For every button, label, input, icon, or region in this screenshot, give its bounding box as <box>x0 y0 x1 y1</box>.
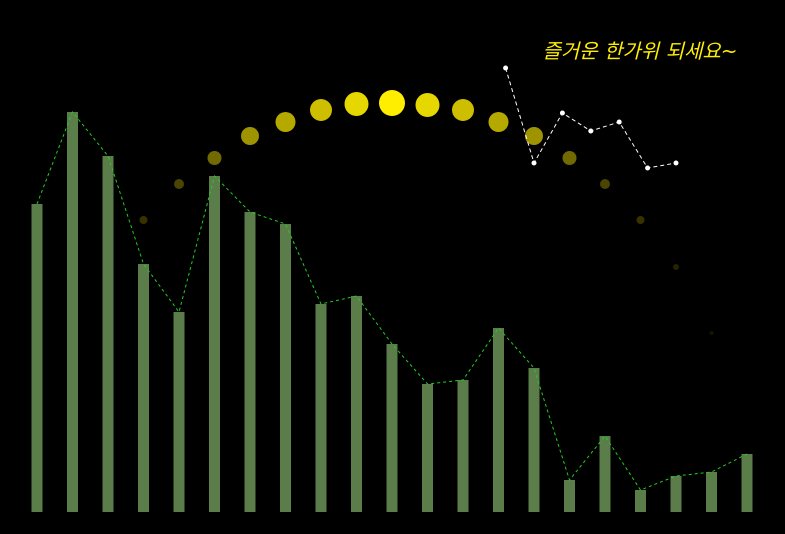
bar <box>635 490 646 512</box>
moon-dot <box>275 112 296 132</box>
moon-dot <box>344 92 369 116</box>
bar <box>351 296 362 512</box>
bar <box>67 112 78 512</box>
line-point <box>645 165 651 171</box>
moon-dot <box>241 127 259 145</box>
bar <box>741 454 753 512</box>
bar <box>280 224 291 512</box>
bar <box>457 380 469 512</box>
bar-top-line <box>36 111 748 491</box>
line-point <box>531 160 537 166</box>
line-point <box>588 128 594 134</box>
moon-dot <box>600 179 610 189</box>
bar <box>138 264 149 512</box>
bar <box>564 480 575 512</box>
bar <box>493 328 504 512</box>
moon-dot <box>525 127 543 145</box>
moon-dot <box>636 216 645 224</box>
bar <box>422 384 433 512</box>
bar <box>706 472 717 512</box>
bar <box>173 312 185 512</box>
bar <box>386 344 398 512</box>
bar <box>528 368 540 512</box>
moon-dot <box>139 216 148 224</box>
moon-dot <box>379 90 405 116</box>
line-point <box>559 110 565 116</box>
line-point <box>673 160 679 166</box>
moon-dot <box>673 264 679 270</box>
bar <box>102 156 114 512</box>
moon-dot <box>452 99 474 121</box>
moon-dot <box>174 179 184 189</box>
moon-dot <box>488 112 509 132</box>
bar <box>31 204 43 512</box>
bar <box>670 476 682 512</box>
moon-dot <box>207 151 222 165</box>
moon-dot <box>709 331 714 335</box>
moon-dot <box>562 151 577 165</box>
bar <box>244 212 256 512</box>
bar <box>315 304 327 512</box>
bar <box>599 436 611 512</box>
line-point <box>616 119 622 125</box>
moon-dot <box>415 93 440 117</box>
chart-title: 즐거운 한가위 되세요~ <box>542 39 737 63</box>
moon-dot <box>310 99 332 121</box>
line-point <box>503 65 509 71</box>
bar <box>209 176 220 512</box>
